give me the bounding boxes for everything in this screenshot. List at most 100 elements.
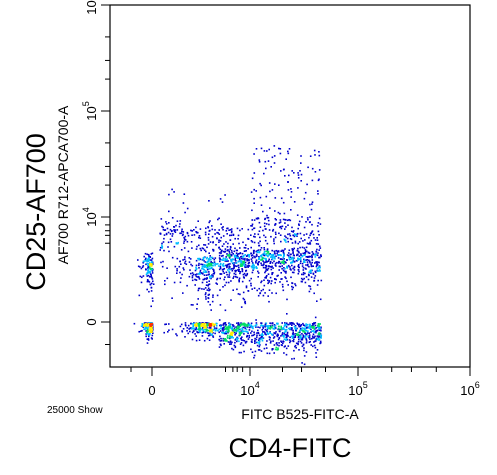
event-point	[294, 240, 297, 243]
event-point	[195, 266, 197, 269]
event-point	[309, 340, 311, 343]
event-point	[285, 326, 288, 328]
event-point	[311, 231, 313, 233]
event-point	[148, 255, 150, 258]
event-point	[183, 247, 186, 249]
event-point	[258, 337, 261, 340]
event-point	[257, 349, 260, 351]
event-point	[282, 289, 285, 292]
event-point	[298, 324, 300, 327]
event-point	[317, 179, 320, 182]
event-point	[148, 333, 150, 335]
event-point	[247, 262, 250, 265]
event-point	[243, 322, 246, 325]
event-point	[146, 253, 148, 256]
event-point	[317, 333, 320, 335]
event-point	[198, 244, 200, 247]
event-point	[163, 249, 165, 252]
event-point	[225, 281, 228, 284]
event-point	[306, 332, 309, 334]
event-point	[148, 281, 151, 283]
event-point	[263, 172, 265, 175]
event-point	[276, 344, 279, 346]
event-point	[279, 281, 281, 283]
event-point	[250, 282, 252, 285]
event-point	[195, 231, 197, 233]
event-point	[219, 258, 221, 261]
event-point	[262, 327, 264, 329]
event-point	[266, 249, 269, 251]
event-point	[232, 329, 235, 331]
event-point	[149, 263, 151, 266]
event-point	[316, 254, 319, 257]
event-point	[264, 328, 267, 331]
event-point	[142, 326, 144, 328]
event-point	[168, 250, 170, 253]
event-point	[179, 220, 182, 222]
event-point	[280, 326, 282, 329]
event-point	[262, 260, 264, 262]
event-point	[198, 235, 201, 237]
event-point	[315, 331, 317, 334]
event-point	[220, 223, 222, 225]
event-point	[318, 270, 320, 272]
event-point	[234, 237, 236, 240]
event-point	[186, 232, 189, 235]
event-point	[250, 332, 252, 334]
event-point	[204, 270, 207, 272]
event-point	[246, 325, 249, 327]
event-point	[206, 264, 208, 267]
event-point	[275, 265, 277, 267]
event-point	[195, 268, 198, 270]
event-point	[308, 236, 310, 239]
event-point	[151, 326, 153, 329]
event-point	[313, 322, 316, 325]
event-point	[223, 343, 225, 345]
event-point	[319, 270, 321, 272]
event-point	[240, 262, 243, 264]
event-point	[297, 177, 300, 179]
event-point	[151, 322, 154, 325]
event-point	[308, 325, 311, 327]
event-point	[197, 257, 199, 260]
event-point	[281, 327, 283, 330]
event-point	[205, 284, 208, 286]
event-point	[302, 335, 305, 338]
event-point	[272, 340, 274, 342]
event-point	[318, 178, 320, 181]
event-point	[243, 246, 246, 249]
event-point	[260, 262, 262, 265]
event-point	[255, 267, 258, 269]
event-point	[220, 344, 222, 347]
event-point	[255, 338, 258, 341]
event-point	[204, 231, 207, 234]
event-point	[305, 351, 308, 353]
event-point	[302, 322, 304, 325]
event-point	[244, 274, 247, 277]
event-point	[306, 259, 308, 261]
event-point	[317, 193, 319, 195]
event-point	[184, 211, 186, 214]
event-point	[283, 333, 286, 335]
event-point	[243, 333, 245, 335]
event-point	[207, 323, 209, 325]
event-point	[302, 269, 305, 271]
event-point	[163, 331, 165, 334]
event-point	[304, 331, 306, 333]
event-point	[250, 255, 253, 257]
event-point	[207, 261, 209, 263]
event-point	[279, 330, 281, 333]
event-point	[290, 238, 293, 241]
event-point	[257, 332, 260, 335]
event-point	[317, 267, 320, 269]
event-point	[195, 264, 198, 267]
event-point	[204, 328, 206, 331]
event-point	[238, 328, 241, 331]
event-point	[233, 255, 236, 258]
event-point	[311, 323, 314, 325]
event-point	[236, 249, 238, 252]
event-point	[314, 316, 317, 319]
event-point	[223, 272, 225, 274]
event-point	[182, 202, 185, 204]
event-point	[187, 250, 190, 253]
